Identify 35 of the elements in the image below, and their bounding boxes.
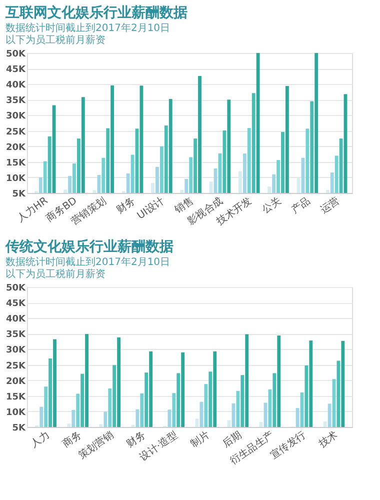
x-tick-label: 商务 [60, 428, 84, 450]
chart-title: 传统文化娱乐行业薪酬数据 [4, 238, 174, 255]
y-tick-label: 30K [6, 112, 27, 122]
y-tick-label: 35K [6, 330, 27, 340]
chart-subtitle: 数据统计时间截止到2017年2月10日 [6, 256, 170, 268]
x-tick-label: 产品 [289, 194, 312, 216]
text: 以下为员工税前月薪资 [6, 268, 106, 280]
y-tick-label: 20K [6, 142, 27, 153]
y-tick-label: 20K [6, 376, 27, 387]
y-tick-label: 25K [6, 361, 27, 372]
y-tick-label: 5K [12, 424, 27, 434]
y-tick-label: 35K [6, 96, 27, 106]
y-tick-label: 50K [6, 50, 27, 60]
x-tick-label: 财务 [124, 428, 148, 450]
y-tick-label: 5K [12, 190, 27, 200]
x-tick-label: 制片 [188, 428, 212, 450]
x-tick-label: 运营 [318, 194, 342, 216]
chart-subtitle: 数据统计时间截止到2017年2月10日 [6, 22, 170, 34]
x-tick-label: 人力 [28, 428, 52, 450]
y-tick-label: 40K [6, 314, 27, 325]
y-tick-label: 45K [6, 299, 27, 310]
y-tick-label: 15K [6, 392, 27, 402]
chart-title: 互联网文化娱乐行业薪酬数据 [4, 4, 188, 21]
x-tick-label: 公关 [260, 194, 284, 216]
y-tick-label: 30K [6, 346, 27, 356]
y-tick-label: 10K [6, 174, 27, 184]
y-tick-label: 50K [6, 284, 27, 294]
text: 以下为员工税前月薪资 [6, 34, 106, 46]
y-tick-label: 15K [6, 158, 27, 168]
x-tick-label: 技术 [316, 428, 340, 451]
y-tick-label: 45K [6, 65, 27, 76]
y-tick-label: 25K [6, 127, 27, 138]
x-tick-label: 后期 [220, 428, 244, 450]
y-tick-label: 10K [6, 408, 27, 418]
y-tick-label: 40K [6, 80, 27, 91]
